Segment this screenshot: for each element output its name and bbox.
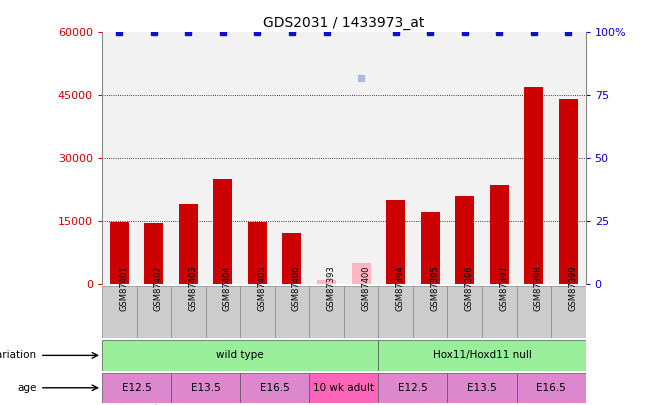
Bar [144, 223, 163, 284]
Text: GSM87402: GSM87402 [154, 265, 163, 311]
Text: GSM87406: GSM87406 [292, 265, 301, 311]
Bar [490, 185, 509, 284]
Text: E12.5: E12.5 [122, 383, 151, 393]
Text: E16.5: E16.5 [536, 383, 566, 393]
Text: GSM87403: GSM87403 [188, 265, 197, 311]
Bar [378, 373, 447, 403]
Bar [213, 179, 232, 284]
Text: GSM87396: GSM87396 [465, 265, 474, 311]
Bar [137, 286, 171, 338]
Bar [282, 233, 301, 284]
Text: count: count [132, 404, 159, 405]
Bar [351, 262, 370, 284]
Bar [551, 286, 586, 338]
Bar [386, 200, 405, 284]
Bar [179, 204, 198, 284]
Text: GSM87401: GSM87401 [119, 265, 128, 311]
Bar [309, 286, 343, 338]
Text: ■: ■ [115, 404, 126, 405]
Text: E12.5: E12.5 [398, 383, 428, 393]
Bar [102, 340, 378, 371]
Text: 10 wk adult: 10 wk adult [313, 383, 374, 393]
Bar [102, 286, 137, 338]
Text: GSM87394: GSM87394 [395, 265, 405, 311]
Bar [171, 286, 205, 338]
Bar [517, 286, 551, 338]
Bar [205, 286, 240, 338]
Bar [455, 196, 474, 284]
Text: E16.5: E16.5 [260, 383, 290, 393]
Text: GSM87395: GSM87395 [430, 265, 439, 311]
Text: Hox11/Hoxd11 null: Hox11/Hoxd11 null [432, 350, 532, 360]
Bar [309, 373, 378, 403]
Text: wild type: wild type [216, 350, 264, 360]
Text: GSM87397: GSM87397 [499, 265, 508, 311]
Bar [524, 87, 544, 284]
Bar [102, 373, 171, 403]
Bar [559, 99, 578, 284]
Bar [248, 222, 267, 284]
Text: GSM87405: GSM87405 [257, 265, 266, 311]
Text: age: age [17, 383, 36, 393]
Bar [447, 286, 482, 338]
Bar [482, 286, 517, 338]
Bar [378, 286, 413, 338]
Text: GSM87399: GSM87399 [569, 265, 577, 311]
Bar [240, 286, 275, 338]
Bar [378, 340, 586, 371]
Text: GSM87404: GSM87404 [223, 265, 232, 311]
Bar [110, 222, 129, 284]
Bar [171, 373, 240, 403]
Text: GSM87400: GSM87400 [361, 265, 370, 311]
Bar [420, 212, 440, 284]
Text: GSM87398: GSM87398 [534, 265, 543, 311]
Bar [447, 373, 517, 403]
Text: GSM87393: GSM87393 [326, 265, 336, 311]
Text: E13.5: E13.5 [191, 383, 220, 393]
Text: E13.5: E13.5 [467, 383, 497, 393]
Bar [413, 286, 447, 338]
Bar [317, 280, 336, 284]
Bar [275, 286, 309, 338]
Title: GDS2031 / 1433973_at: GDS2031 / 1433973_at [263, 16, 424, 30]
Bar [240, 373, 309, 403]
Text: genotype/variation: genotype/variation [0, 350, 36, 360]
Bar [517, 373, 586, 403]
Bar [343, 286, 378, 338]
